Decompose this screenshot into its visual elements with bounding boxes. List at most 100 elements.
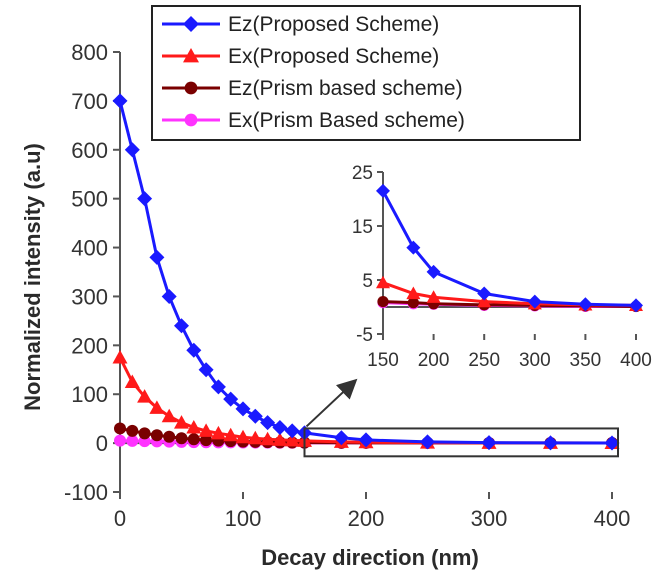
data-point bbox=[150, 429, 163, 442]
inset-x-tick-label: 200 bbox=[418, 350, 450, 371]
legend-marker bbox=[183, 16, 199, 32]
y-tick-label: 600 bbox=[71, 138, 108, 163]
y-tick-label: 700 bbox=[71, 89, 108, 114]
main-series bbox=[112, 93, 620, 451]
data-point bbox=[272, 419, 288, 435]
inset-x-tick-label: 400 bbox=[620, 350, 652, 371]
x-tick-label: 400 bbox=[594, 506, 631, 531]
inset-data-point bbox=[376, 275, 390, 289]
legend-label: Ez(Proposed Scheme) bbox=[228, 13, 439, 36]
data-point bbox=[161, 288, 177, 304]
data-point bbox=[543, 435, 558, 451]
inset-series-line bbox=[381, 190, 637, 307]
data-point bbox=[186, 419, 202, 434]
inset-y-tick-label: 5 bbox=[362, 271, 373, 292]
y-axis-title: Normalized intensity (a.u) bbox=[20, 143, 45, 411]
inset-y-tick-label: -5 bbox=[356, 325, 373, 346]
data-point bbox=[187, 433, 200, 446]
data-point bbox=[149, 249, 165, 265]
y-tick-label: 300 bbox=[71, 284, 108, 309]
data-point bbox=[112, 93, 128, 109]
inset-data-point bbox=[477, 286, 492, 301]
legend-marker bbox=[184, 113, 198, 127]
data-point bbox=[223, 391, 239, 407]
x-tick-label: 100 bbox=[225, 506, 262, 531]
legend-marker bbox=[183, 48, 199, 63]
data-point bbox=[604, 435, 620, 451]
inset-x-tick-label: 150 bbox=[367, 350, 399, 371]
inset-axes: -5 5 15 25 150 200 250 300 350 400 bbox=[352, 163, 652, 371]
data-point bbox=[112, 350, 128, 364]
data-point bbox=[126, 424, 139, 437]
legend-label: Ex(Prism Based scheme) bbox=[228, 109, 465, 132]
data-point bbox=[272, 432, 288, 446]
inset-data-point bbox=[527, 294, 542, 309]
y-tick-label: 800 bbox=[71, 40, 108, 65]
data-point bbox=[420, 434, 435, 450]
data-point bbox=[137, 191, 153, 207]
data-point bbox=[175, 432, 188, 445]
inset-x-tick-label: 350 bbox=[570, 350, 602, 371]
inset-y-tick-label: 25 bbox=[352, 163, 373, 184]
data-point bbox=[235, 401, 251, 417]
data-point bbox=[137, 389, 153, 403]
inset-x-tick-label: 250 bbox=[468, 350, 500, 371]
data-point bbox=[174, 318, 189, 334]
inset-data-point bbox=[407, 297, 419, 309]
data-point bbox=[284, 423, 300, 439]
series-line bbox=[118, 100, 613, 445]
data-point bbox=[124, 142, 140, 158]
zoom-arrow bbox=[305, 378, 358, 428]
data-point bbox=[149, 400, 165, 414]
legend-box bbox=[151, 5, 581, 141]
data-point bbox=[358, 432, 374, 448]
y-tick-label: 400 bbox=[71, 236, 108, 261]
data-point bbox=[198, 362, 214, 378]
inset-y-tick-label: 15 bbox=[352, 217, 373, 238]
data-point bbox=[114, 422, 126, 435]
data-point bbox=[138, 427, 151, 440]
x-tick-label: 300 bbox=[471, 506, 508, 531]
data-point bbox=[126, 434, 139, 447]
x-tick-label: 200 bbox=[348, 506, 385, 531]
y-tick-label: -100 bbox=[64, 480, 108, 505]
data-point bbox=[161, 408, 177, 423]
x-axis-title: Decay direction (nm) bbox=[261, 545, 479, 570]
inset-data-point bbox=[477, 294, 492, 308]
data-point bbox=[186, 342, 202, 358]
inset-data-point bbox=[629, 298, 643, 313]
data-point bbox=[210, 379, 226, 395]
data-point bbox=[210, 425, 226, 440]
inset-data-point bbox=[426, 290, 441, 303]
data-point bbox=[333, 430, 349, 446]
inset-series bbox=[376, 183, 643, 313]
y-tick-label: 100 bbox=[71, 382, 108, 407]
y-tick-label: 500 bbox=[71, 187, 108, 212]
data-point bbox=[174, 415, 189, 429]
data-point bbox=[124, 374, 140, 388]
legend-label: Ex(Proposed Scheme) bbox=[228, 45, 439, 68]
data-point bbox=[223, 427, 239, 442]
data-point bbox=[235, 429, 251, 444]
data-point bbox=[481, 435, 497, 451]
data-point bbox=[200, 434, 213, 447]
inset-x-tick-label: 300 bbox=[519, 350, 551, 371]
data-point bbox=[260, 431, 276, 446]
inset-data-point bbox=[426, 264, 441, 279]
data-point bbox=[114, 434, 126, 447]
zoom-region-box bbox=[303, 427, 619, 458]
data-point bbox=[260, 415, 276, 431]
inset-data-point bbox=[376, 183, 390, 198]
inset-data-point bbox=[578, 297, 593, 312]
data-point bbox=[198, 423, 214, 437]
x-tick-label: 0 bbox=[114, 506, 126, 531]
inset-data-point bbox=[406, 286, 421, 300]
y-tick-label: 200 bbox=[71, 333, 108, 358]
data-point bbox=[284, 432, 300, 447]
inset-data-point bbox=[406, 240, 421, 255]
data-point bbox=[163, 430, 176, 443]
data-point bbox=[247, 408, 263, 424]
